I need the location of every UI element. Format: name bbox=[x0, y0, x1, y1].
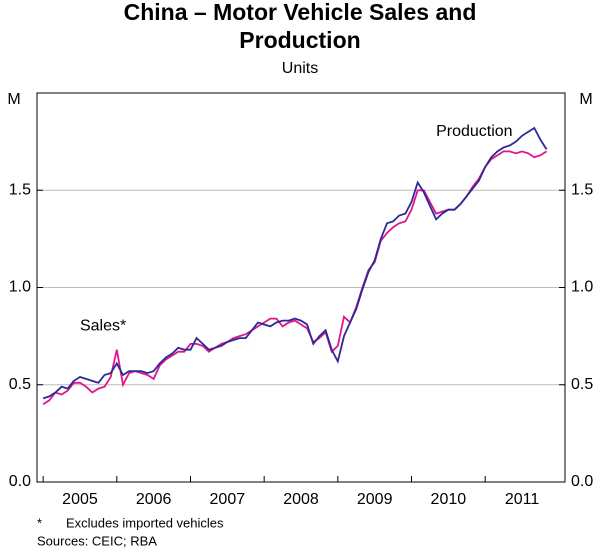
y-tick-label: 0.0 bbox=[9, 473, 31, 490]
chart-title: Production bbox=[239, 27, 360, 53]
x-tick-label: 2005 bbox=[62, 491, 98, 508]
y-tick-label: 1.0 bbox=[9, 279, 31, 296]
y-unit: M bbox=[7, 91, 20, 108]
chart-subtitle: Units bbox=[282, 60, 318, 77]
chart-title: China – Motor Vehicle Sales and bbox=[124, 0, 477, 25]
series-line bbox=[42, 126, 548, 400]
y-tick-label: 0.5 bbox=[9, 376, 31, 393]
footnote-marker: * bbox=[37, 515, 42, 530]
series-label: Sales* bbox=[80, 318, 126, 335]
y-tick-label: 0.0 bbox=[571, 473, 593, 490]
x-tick-label: 2010 bbox=[431, 491, 467, 508]
x-tick-label: 2011 bbox=[505, 491, 540, 508]
x-tick-label: 2007 bbox=[210, 491, 246, 508]
sources: Sources: CEIC; RBA bbox=[37, 533, 157, 548]
y-tick-label: 1.5 bbox=[9, 181, 31, 198]
y-tick-label: 1.5 bbox=[571, 181, 593, 198]
x-tick-label: 2006 bbox=[136, 491, 172, 508]
plot-frame bbox=[36, 92, 566, 483]
x-tick-label: 2008 bbox=[283, 491, 319, 508]
footnote: Excludes imported vehicles bbox=[66, 515, 224, 530]
y-tick-label: 1.0 bbox=[571, 279, 593, 296]
x-tick-label: 2009 bbox=[357, 491, 393, 508]
series-label: Production bbox=[436, 123, 513, 140]
y-tick-label: 0.5 bbox=[571, 376, 593, 393]
y-unit: M bbox=[579, 91, 592, 108]
